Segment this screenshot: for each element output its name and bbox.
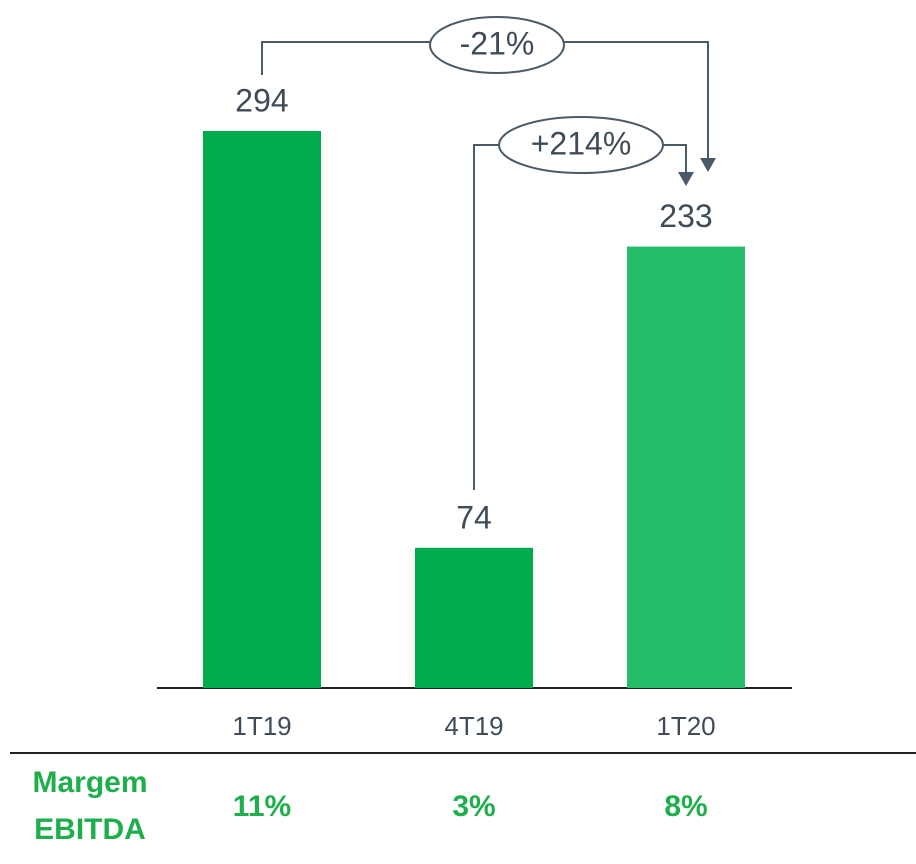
bar (627, 246, 745, 688)
arrow-head (678, 172, 694, 186)
margin-label: Margem (32, 766, 147, 799)
annotation: -21% (460, 25, 535, 61)
annotation-bubble (429, 16, 565, 74)
arrow-head (700, 158, 716, 172)
annotation: +214% (531, 125, 632, 161)
connector (564, 41, 709, 160)
margin-value: 11% (233, 790, 291, 823)
connector (261, 41, 430, 75)
x-tick-label: 1T19 (232, 711, 291, 741)
x-tick-label: 4T19 (444, 711, 503, 741)
value-label: 233 (659, 198, 712, 234)
margin-label: EBITDA (34, 813, 146, 846)
x-tick-label: 1T20 (656, 711, 715, 741)
connector (663, 144, 687, 173)
connector (473, 144, 499, 490)
value-label: 294 (235, 82, 288, 118)
margin-value: 3% (452, 790, 495, 823)
bar (203, 131, 321, 688)
bar (415, 547, 533, 688)
annotation-bubble (498, 116, 664, 174)
value-label: 74 (456, 499, 492, 535)
margin-value: 8% (664, 790, 707, 823)
